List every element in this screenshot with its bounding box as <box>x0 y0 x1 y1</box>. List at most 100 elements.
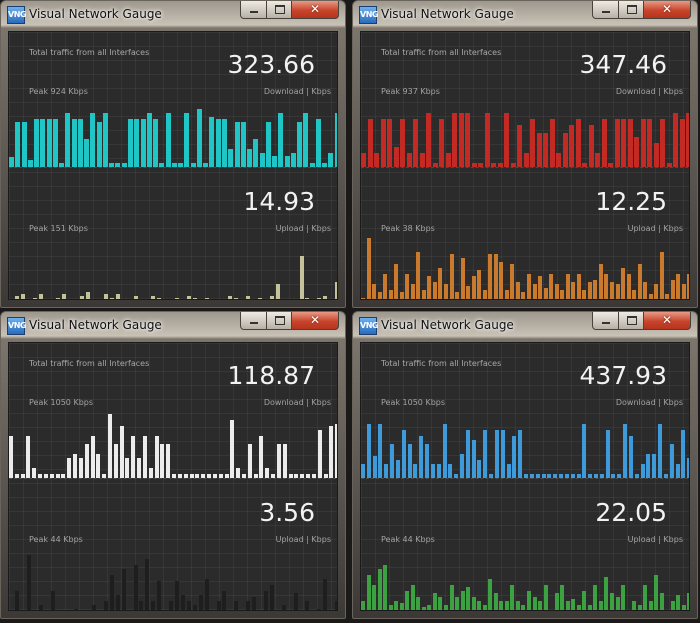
download-bar <box>408 444 412 478</box>
download-bar <box>390 444 394 478</box>
minimize-button[interactable] <box>592 1 619 19</box>
download-bar <box>582 424 586 478</box>
download-bar <box>28 160 33 167</box>
upload-bar <box>361 298 365 299</box>
download-bar <box>361 153 366 167</box>
upload-bar <box>610 593 614 610</box>
download-bar <box>466 430 470 478</box>
download-bar <box>413 464 417 478</box>
download-bar <box>459 113 464 167</box>
minimize-button[interactable] <box>592 312 619 330</box>
minimize-button[interactable] <box>240 312 267 330</box>
download-bar <box>300 474 304 478</box>
download-bar <box>512 436 516 478</box>
upload-bar <box>383 274 387 299</box>
download-bar <box>606 430 610 478</box>
upload-bar <box>228 296 232 299</box>
upload-bar <box>488 579 492 610</box>
close-button[interactable]: ✕ <box>292 312 339 330</box>
download-bar <box>228 149 233 167</box>
download-bar <box>219 474 223 478</box>
download-bar <box>84 139 89 167</box>
close-button[interactable]: ✕ <box>644 1 691 19</box>
maximize-button[interactable] <box>267 1 292 19</box>
title-bar[interactable]: VNG Visual Network Gauge ✕ <box>353 1 697 31</box>
upload-bar <box>122 569 126 610</box>
download-bar <box>297 122 302 167</box>
download-bar <box>122 163 127 167</box>
upload-bar <box>175 581 179 610</box>
download-bar <box>615 119 620 167</box>
window-title: Visual Network Gauge <box>29 7 162 21</box>
upload-bar <box>510 264 514 299</box>
upload-bar <box>477 601 481 610</box>
download-bar <box>608 163 613 167</box>
maximize-button[interactable] <box>619 312 644 330</box>
download-bar <box>248 444 252 478</box>
close-button[interactable]: ✕ <box>644 312 691 330</box>
download-bar <box>96 454 100 478</box>
upload-bar <box>643 282 647 299</box>
download-bar <box>550 119 555 167</box>
upload-bar <box>305 601 309 610</box>
upload-unit: Upload | Kbps <box>627 224 683 233</box>
upload-bar <box>234 298 238 299</box>
upload-bar <box>483 605 487 610</box>
title-bar[interactable]: VNG Visual Network Gauge ✕ <box>1 1 345 31</box>
download-bar <box>278 113 283 167</box>
upload-bar <box>582 591 586 610</box>
upload-bar <box>560 290 564 299</box>
vng-window-3[interactable]: VNG Visual Network Gauge ✕ Total traffic… <box>0 311 346 619</box>
upload-bar <box>588 282 592 299</box>
download-bar <box>166 444 170 478</box>
download-bar <box>153 119 158 167</box>
upload-bar <box>577 274 581 299</box>
window-title: Visual Network Gauge <box>381 318 514 332</box>
download-bar <box>114 444 118 478</box>
upload-value: 22.05 <box>595 498 667 527</box>
upload-bar <box>654 575 658 610</box>
vng-window-2[interactable]: VNG Visual Network Gauge ✕ Total traffic… <box>352 0 698 308</box>
download-bar <box>108 414 112 478</box>
window-title: Visual Network Gauge <box>29 318 162 332</box>
vng-app-icon[interactable]: VNG <box>359 6 378 24</box>
download-bar <box>472 440 476 478</box>
upload-bar <box>638 605 642 610</box>
download-bar <box>489 474 493 478</box>
upload-bar <box>422 290 426 299</box>
vng-app-icon[interactable]: VNG <box>359 317 378 335</box>
vng-window-1[interactable]: VNG Visual Network Gauge ✕ Total traffic… <box>0 0 346 308</box>
download-bar <box>241 122 246 167</box>
upload-unit: Upload | Kbps <box>627 535 683 544</box>
download-bar <box>328 153 333 167</box>
upload-bar <box>21 294 25 299</box>
upload-bar <box>571 282 575 299</box>
upload-bar <box>300 256 304 299</box>
upload-bar <box>505 601 509 610</box>
minimize-button[interactable] <box>240 1 267 19</box>
traffic-header: Total traffic from all Interfaces <box>381 359 502 368</box>
maximize-button[interactable] <box>619 1 644 19</box>
download-bar <box>681 430 685 478</box>
vng-app-icon[interactable]: VNG <box>7 6 26 24</box>
upload-bar <box>444 284 448 299</box>
download-bar <box>676 464 680 478</box>
upload-bar <box>104 294 108 299</box>
maximize-button[interactable] <box>267 312 292 330</box>
download-bar <box>15 474 19 478</box>
download-bar <box>498 163 503 167</box>
upload-bar <box>193 605 197 610</box>
close-button[interactable]: ✕ <box>292 1 339 19</box>
vng-app-icon[interactable]: VNG <box>7 317 26 335</box>
vng-window-4[interactable]: VNG Visual Network Gauge ✕ Total traffic… <box>352 311 698 619</box>
upload-bar <box>335 601 337 610</box>
title-bar[interactable]: VNG Visual Network Gauge ✕ <box>353 312 697 342</box>
close-icon: ✕ <box>661 313 673 327</box>
download-bar <box>368 119 373 167</box>
title-bar[interactable]: VNG Visual Network Gauge ✕ <box>1 312 345 342</box>
download-bar <box>178 474 182 478</box>
download-bar <box>22 122 27 167</box>
close-icon: ✕ <box>309 313 321 327</box>
close-icon: ✕ <box>309 2 321 16</box>
upload-bar <box>389 605 393 610</box>
